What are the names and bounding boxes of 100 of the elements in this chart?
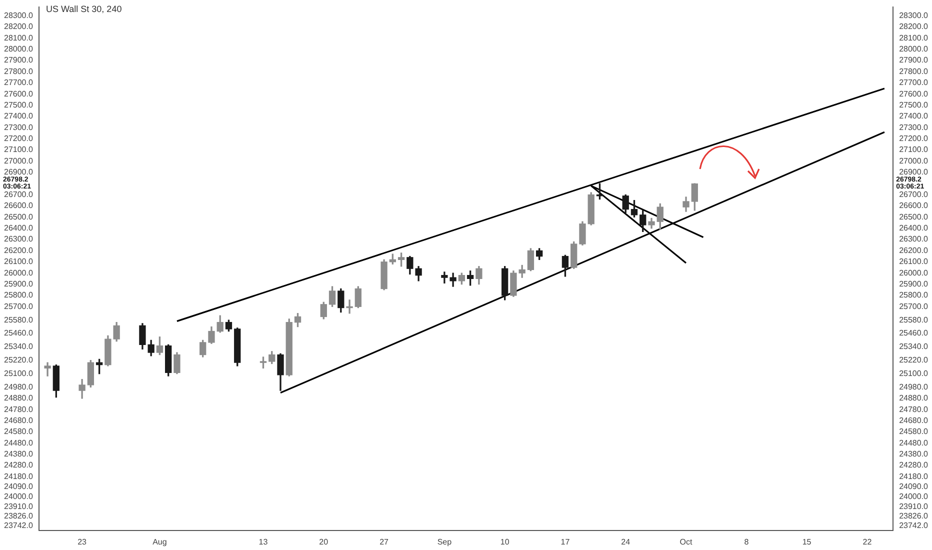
- y2-tick-label: 25580.0: [899, 315, 929, 324]
- y2-tick-label: 27300.0: [899, 122, 929, 132]
- y2-tick-label: 26900.0: [899, 168, 929, 177]
- y2-tick-label: 28300.0: [899, 10, 929, 20]
- y-tick-label: 26700.0: [4, 190, 34, 199]
- y-tick-label: 26900.0: [4, 168, 34, 177]
- y2-tick-label: 24090.0: [899, 482, 929, 491]
- x-tick-label: 23: [78, 537, 88, 546]
- y2-tick-label: 27000.0: [899, 156, 929, 166]
- y2-tick-label: 26500.0: [899, 212, 929, 222]
- y2-tick-label: 27600.0: [899, 89, 929, 98]
- y-tick-label: 27600.0: [4, 89, 34, 98]
- chart-title: US Wall St 30, 240: [46, 4, 122, 14]
- x-tick-label: 13: [258, 537, 268, 546]
- y-tick-label: 26100.0: [4, 257, 34, 266]
- y2-tick-label: 28000.0: [899, 44, 929, 54]
- x-tick-label: 22: [862, 537, 872, 546]
- x-tick-label: 8: [744, 537, 750, 546]
- y2-tick-label: 25900.0: [899, 279, 929, 288]
- y-tick-label: 26400.0: [4, 224, 34, 233]
- y-tick-label: 24480.0: [4, 438, 34, 448]
- y2-tick-label: 27800.0: [899, 66, 929, 76]
- y2-tick-label: 24280.0: [899, 460, 929, 470]
- y-tick-label: 28100.0: [4, 33, 34, 42]
- y2-tick-label: 27900.0: [899, 56, 929, 65]
- y-tick-label: 25900.0: [4, 279, 34, 288]
- y-tick-label: 26300.0: [4, 234, 34, 244]
- y2-tick-label: 26100.0: [899, 257, 929, 266]
- y-tick-label: 26000.0: [4, 268, 34, 278]
- y-tick-label: 24580.0: [4, 427, 34, 436]
- y-tick-label: 24380.0: [4, 450, 34, 459]
- y-tick-label: 28200.0: [4, 22, 34, 32]
- y2-tick-label: 23826.0: [899, 512, 929, 521]
- y-tick-label: 24090.0: [4, 482, 34, 491]
- y2-tick-label: 28200.0: [899, 22, 929, 32]
- y-tick-label: 23826.0: [4, 512, 34, 521]
- y-tick-label: 25100.0: [4, 368, 34, 378]
- y-tick-label: 26600.0: [4, 201, 34, 210]
- y2-tick-label: 24880.0: [899, 394, 929, 403]
- y-tick-label: 25580.0: [4, 315, 34, 324]
- y2-tick-label: 24180.0: [899, 472, 929, 481]
- y2-tick-label: 24480.0: [899, 438, 929, 448]
- x-tick-label: Aug: [152, 537, 167, 546]
- y-tick-label: 27500.0: [4, 100, 34, 110]
- y-tick-label: 24180.0: [4, 472, 34, 481]
- y2-tick-label: 26200.0: [899, 246, 929, 255]
- y2-tick-label: 24000.0: [899, 492, 929, 502]
- y-tick-label: 27800.0: [4, 66, 34, 76]
- x-tick-label: 27: [380, 537, 390, 546]
- y-tick-label: 25700.0: [4, 302, 34, 311]
- y2-tick-label: 24580.0: [899, 427, 929, 436]
- y-tick-label: 27100.0: [4, 145, 34, 154]
- y2-tick-label: 24980.0: [899, 382, 929, 392]
- y-tick-label: 28000.0: [4, 44, 34, 54]
- y-tick-label: 23910.0: [4, 502, 34, 512]
- y-tick-label: 23742.0: [4, 520, 34, 530]
- y2-tick-label: 24680.0: [899, 416, 929, 425]
- y2-tick-label: 25340.0: [899, 342, 929, 352]
- y-tick-label: 25460.0: [4, 328, 34, 338]
- y-tick-label: 24780.0: [4, 404, 34, 414]
- y2-tick-label: 26400.0: [899, 224, 929, 233]
- y-tick-label: 25800.0: [4, 290, 34, 300]
- y2-tick-label: 27100.0: [899, 145, 929, 154]
- y-tick-label: 25220.0: [4, 356, 34, 365]
- y2-tick-label: 25460.0: [899, 328, 929, 338]
- y2-tick-label: 26700.0: [899, 190, 929, 199]
- y2-tick-label: 26600.0: [899, 201, 929, 210]
- y2-tick-label: 28100.0: [899, 33, 929, 42]
- y2-tick-label: 23742.0: [899, 520, 929, 530]
- y2-tick-label: 24380.0: [899, 450, 929, 459]
- y-tick-label: 25340.0: [4, 342, 34, 352]
- y2-tick-label: 27400.0: [899, 112, 929, 121]
- x-tick-label: Sep: [437, 537, 452, 546]
- x-tick-label: Oct: [680, 537, 694, 546]
- y2-tick-label: 24780.0: [899, 404, 929, 414]
- y-tick-label: 26500.0: [4, 212, 34, 222]
- y-tick-label: 24880.0: [4, 394, 34, 403]
- y-tick-label: 27700.0: [4, 78, 34, 88]
- y2-tick-label: 25220.0: [899, 356, 929, 365]
- y-tick-label: 24280.0: [4, 460, 34, 470]
- x-tick-label: 15: [802, 537, 812, 546]
- x-tick-label: 24: [621, 537, 631, 546]
- y-tick-label: 24680.0: [4, 416, 34, 425]
- x-tick-label: 17: [560, 537, 570, 546]
- y2-tick-label: 27500.0: [899, 100, 929, 110]
- y2-tick-label: 26300.0: [899, 234, 929, 244]
- y-tick-label: 27200.0: [4, 134, 34, 144]
- y-tick-label: 27000.0: [4, 156, 34, 166]
- y2-tick-label: 25100.0: [899, 368, 929, 378]
- y-tick-label: 26200.0: [4, 246, 34, 255]
- y2-tick-label: 25800.0: [899, 290, 929, 300]
- y2-tick-label: 23910.0: [899, 502, 929, 512]
- y-tick-label: 27400.0: [4, 112, 34, 121]
- x-tick-label: 10: [500, 537, 510, 546]
- y-tick-label: 24000.0: [4, 492, 34, 502]
- y-tick-label: 24980.0: [4, 382, 34, 392]
- y-tick-label: 27900.0: [4, 56, 34, 65]
- x-tick-label: 20: [319, 537, 329, 546]
- y-tick-label: 28300.0: [4, 10, 34, 20]
- y2-tick-label: 27200.0: [899, 134, 929, 144]
